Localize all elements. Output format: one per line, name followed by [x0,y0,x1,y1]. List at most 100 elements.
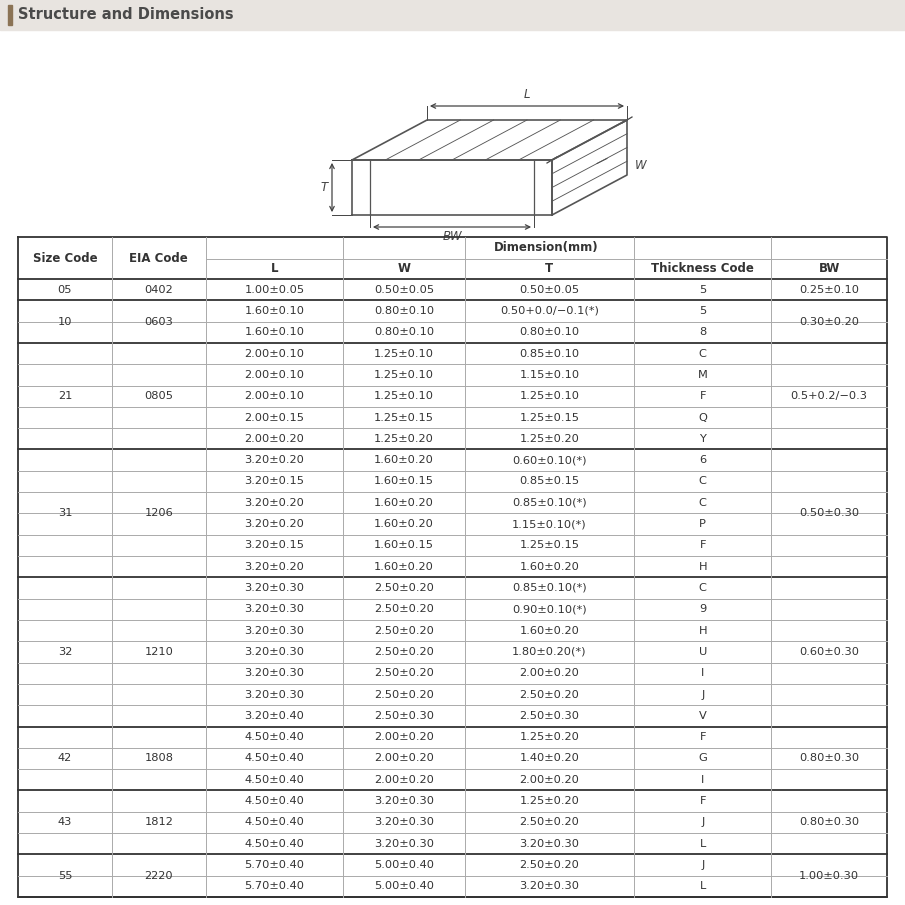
Text: 1.25±0.15: 1.25±0.15 [519,540,579,550]
Text: P: P [700,519,706,529]
Text: 0.80±0.10: 0.80±0.10 [374,328,433,338]
Text: F: F [700,732,706,742]
Text: W: W [397,262,410,275]
Text: 4.50±0.40: 4.50±0.40 [244,732,304,742]
Text: 3.20±0.15: 3.20±0.15 [244,476,304,487]
Text: 1.60±0.10: 1.60±0.10 [244,306,304,316]
Text: Dimension(mm): Dimension(mm) [494,242,599,254]
Text: 2.00±0.20: 2.00±0.20 [374,732,433,742]
Text: C: C [699,583,707,593]
Text: 3.20±0.20: 3.20±0.20 [244,562,304,572]
Text: 9: 9 [700,605,707,614]
Text: L: L [700,839,706,849]
Text: 0.85±0.10(*): 0.85±0.10(*) [512,583,586,593]
Text: 05: 05 [58,285,72,295]
Text: 0.60±0.30: 0.60±0.30 [799,647,859,657]
Text: H: H [699,625,707,635]
Text: 4.50±0.40: 4.50±0.40 [244,839,304,849]
Text: 1.25±0.15: 1.25±0.15 [374,413,433,423]
Text: 5.00±0.40: 5.00±0.40 [374,881,433,891]
Text: 32: 32 [58,647,72,657]
Text: 3.20±0.30: 3.20±0.30 [374,796,433,806]
Text: BW: BW [818,262,840,275]
Text: 1.00±0.05: 1.00±0.05 [244,285,304,295]
Text: 4.50±0.40: 4.50±0.40 [244,754,304,764]
Text: 1.25±0.10: 1.25±0.10 [374,348,433,358]
Bar [0,0,905,30]
Text: Structure and Dimensions: Structure and Dimensions [18,7,233,23]
Text: 3.20±0.15: 3.20±0.15 [244,540,304,550]
Text: J: J [701,690,704,700]
Text: Y: Y [700,433,706,443]
Text: 0.80±0.10: 0.80±0.10 [519,328,579,338]
Text: 1.80±0.20(*): 1.80±0.20(*) [512,647,586,657]
Text: 42: 42 [58,754,72,764]
Text: 3.20±0.30: 3.20±0.30 [244,625,304,635]
Text: 1812: 1812 [144,817,173,827]
Bar [8,5,12,25]
Text: 2.50±0.20: 2.50±0.20 [519,690,579,700]
Text: 31: 31 [58,509,72,519]
Text: 1.60±0.20: 1.60±0.20 [519,625,579,635]
Text: U: U [699,647,707,657]
Text: 1.60±0.20: 1.60±0.20 [374,498,433,508]
Text: 2.00±0.10: 2.00±0.10 [244,391,304,401]
Text: 2.00±0.20: 2.00±0.20 [519,668,579,678]
Text: W: W [635,159,647,172]
Text: 0.5+0.2/−0.3: 0.5+0.2/−0.3 [791,391,868,401]
Text: 1.60±0.20: 1.60±0.20 [374,455,433,465]
Text: 3.20±0.40: 3.20±0.40 [244,710,304,721]
Text: 0.80±0.30: 0.80±0.30 [799,817,859,827]
Text: 3.20±0.30: 3.20±0.30 [244,647,304,657]
Text: 1.25±0.20: 1.25±0.20 [519,732,579,742]
Text: L: L [700,881,706,891]
Text: 0603: 0603 [144,317,173,327]
Text: 1.60±0.15: 1.60±0.15 [374,540,433,550]
Text: 1.15±0.10(*): 1.15±0.10(*) [512,519,586,529]
Text: H: H [699,562,707,572]
Text: 1.60±0.20: 1.60±0.20 [374,519,433,529]
Text: 3.20±0.30: 3.20±0.30 [244,583,304,593]
Text: 0.80±0.30: 0.80±0.30 [799,754,859,764]
Text: 0.90±0.10(*): 0.90±0.10(*) [512,605,586,614]
Text: 1.60±0.15: 1.60±0.15 [374,476,433,487]
Text: F: F [700,796,706,806]
Text: 4.50±0.40: 4.50±0.40 [244,817,304,827]
Text: 1.25±0.20: 1.25±0.20 [374,433,433,443]
Text: 5.70±0.40: 5.70±0.40 [244,881,304,891]
Text: 2.50±0.20: 2.50±0.20 [374,625,433,635]
Text: 2.50±0.20: 2.50±0.20 [374,605,433,614]
Text: 2.50±0.20: 2.50±0.20 [374,647,433,657]
Text: 5: 5 [700,306,707,316]
Text: T: T [546,262,554,275]
Text: 0.25±0.10: 0.25±0.10 [799,285,859,295]
Text: V: V [699,710,707,721]
Text: C: C [699,498,707,508]
Text: J: J [701,860,704,870]
Text: 55: 55 [58,871,72,881]
Text: 43: 43 [58,817,72,827]
Text: Size Code: Size Code [33,252,97,264]
Text: Q: Q [699,413,707,423]
Text: L: L [271,262,278,275]
Text: 3.20±0.30: 3.20±0.30 [374,817,433,827]
Text: 3.20±0.20: 3.20±0.20 [244,455,304,465]
Text: 1.25±0.15: 1.25±0.15 [519,413,579,423]
Text: 1.00±0.30: 1.00±0.30 [799,871,859,881]
Text: 1206: 1206 [145,509,173,519]
Text: 1.25±0.20: 1.25±0.20 [519,433,579,443]
Text: 0.50±0.05: 0.50±0.05 [519,285,579,295]
Text: 2.00±0.10: 2.00±0.10 [244,370,304,380]
Text: 5.00±0.40: 5.00±0.40 [374,860,433,870]
Text: 2.00±0.20: 2.00±0.20 [374,754,433,764]
Text: 3.20±0.30: 3.20±0.30 [519,881,579,891]
Text: 2.50±0.20: 2.50±0.20 [374,690,433,700]
Text: 6: 6 [700,455,706,465]
Text: I: I [701,668,704,678]
Text: 4.50±0.40: 4.50±0.40 [244,775,304,785]
Text: 1.60±0.10: 1.60±0.10 [244,328,304,338]
Text: 1.60±0.20: 1.60±0.20 [374,562,433,572]
Text: 0805: 0805 [144,391,173,401]
Text: 0.50+0.0/−0.1(*): 0.50+0.0/−0.1(*) [500,306,599,316]
Text: 0.50±0.05: 0.50±0.05 [374,285,433,295]
